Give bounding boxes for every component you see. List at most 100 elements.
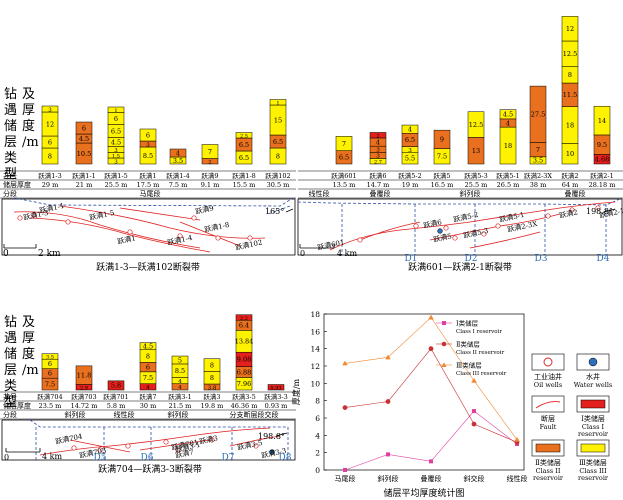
layer-thickness-label: 4.68 (595, 156, 609, 164)
panel-3-azimuth: 198.8° (258, 432, 285, 441)
well-column: 0.93 (267, 384, 285, 392)
layer-thickness-label: 4 (506, 119, 510, 127)
class1-swatch (580, 399, 606, 409)
layer-thickness-label: 5 (178, 356, 182, 364)
oil-well-icon (543, 357, 553, 367)
well-name: 跃满2 (561, 171, 578, 180)
reservoir-layer (467, 111, 485, 138)
ylabel-char: 遇 (4, 331, 17, 346)
legend-label: Ⅱ类储层 (456, 340, 480, 349)
layer-thickness-label: 3 (146, 142, 150, 148)
layer-thickness-label: 3.8 (208, 385, 217, 391)
reservoir-layer (107, 380, 125, 391)
panel-1-bars: 8612310.54.5631.534.56.5618.5363.54276.5… (41, 99, 287, 166)
data-point (343, 468, 347, 472)
layer-thickness-label: 3 (114, 148, 118, 154)
segment-divider-label: D5 (94, 453, 107, 463)
well-column: 4 7.5 6 8 4.5 (139, 342, 157, 391)
segment-divider-label: D8 (279, 453, 292, 463)
layer-thickness-label: 8 (146, 352, 150, 360)
ylabel-char: 储 (4, 119, 17, 134)
well-name: 跃满3 (203, 392, 220, 401)
legend-en: Water wells (574, 381, 613, 389)
legend-box (531, 395, 565, 413)
layer-thickness-label: 9.08 (237, 356, 251, 364)
legend-en: reservoir (533, 474, 564, 482)
layer-thickness-label: 3.5 (46, 355, 54, 361)
map-well-label: 跃满1-8 (204, 220, 231, 234)
y-tick-label: 18 (310, 310, 320, 319)
well-column: 3.8 8 8 (203, 358, 221, 391)
data-point (342, 405, 348, 410)
well-column: 7.96 6.88 9.08 13.84 6.42.2 (235, 314, 254, 391)
ylabel-char: 型 (4, 395, 17, 410)
well-name: 跃满1-5 (104, 171, 127, 180)
ylabel-char: 层 (4, 363, 17, 378)
well-name: 跃满2-3X (524, 171, 552, 180)
layer-thickness-label: 13.84 (235, 338, 254, 346)
reservoir-layer (433, 129, 451, 149)
panel-2-azimuth: 198.8° (586, 207, 613, 216)
panel-1-table (0, 170, 296, 199)
map-well-label: 跃满5-3 (463, 226, 490, 240)
ylabel-char: 类 (4, 151, 17, 166)
table-header-well: 井号 (3, 171, 17, 180)
data-point (471, 377, 477, 383)
reservoir-layer (401, 124, 419, 134)
well-column: 7.59 (433, 129, 451, 165)
legend-en: Fault (540, 423, 557, 431)
well-name: 跃满5-2 (398, 171, 421, 180)
legend-zh: 断层 (541, 414, 555, 423)
layer-thickness-label: 8.5 (175, 367, 185, 375)
y-axis-title: 厚度/m (291, 378, 301, 405)
map-well-label: 跃满7 (175, 447, 195, 460)
reservoir-layer (41, 353, 59, 360)
legend-en: reservoir (578, 474, 609, 482)
y-tick-label: 2 (315, 449, 320, 458)
x-tick-label: 斜交段 (464, 474, 485, 483)
legend-marker (441, 341, 447, 347)
layer-thickness-label: 13 (472, 147, 480, 155)
layer-thickness-label: 8.5 (143, 152, 153, 160)
map-well-label: 跃满9 (195, 203, 215, 216)
legend-en: reservoir (578, 430, 609, 438)
layer-thickness-label: 4 (408, 125, 412, 133)
well-column: 18 44.5 (499, 109, 517, 165)
layer-thickness-label: 6.5 (273, 138, 283, 146)
layer-thickness-label: 3.5 (533, 157, 543, 165)
fault-icon (535, 401, 561, 409)
layer-thickness-label: 2 (376, 134, 379, 140)
layer-thickness-label: 2.9 (80, 386, 88, 392)
layer-thickness-label: 7 (342, 140, 346, 148)
map-well-label: 跃满1-1 (39, 201, 66, 215)
data-point (342, 360, 348, 366)
layer-thickness-label: 7.96 (237, 380, 251, 388)
x-tick-label: 叠覆段 (421, 474, 442, 483)
well-name: 跃满7 (139, 392, 156, 401)
panel-1-scale-label: 2 km (38, 249, 61, 259)
legend-zh: 水井 (586, 372, 600, 381)
map-well-label: 跃满2 (559, 207, 579, 220)
legend-marker (441, 362, 447, 367)
layer-thickness-label: 6 (82, 124, 86, 132)
legend-en: Class I (582, 423, 605, 431)
ylabel-char: 钻 (4, 87, 17, 102)
layer-thickness-label: 3 (408, 148, 412, 154)
well-thickness: 25.5 m (465, 181, 488, 189)
x-tick-label: 马尾段 (335, 474, 356, 483)
layer-thickness-label: 6.4 (239, 322, 249, 330)
layer-thickness-label: 8 (48, 152, 52, 160)
panel-3-d-labels: D5 D6 D7 D8 (94, 453, 292, 463)
layer-thickness-label: 4 (178, 379, 182, 385)
series-line (344, 317, 518, 440)
layer-thickness-label: 1 (276, 101, 279, 107)
well-thickness: 29 m (42, 181, 59, 189)
y-tick-label: 4 (315, 431, 320, 440)
